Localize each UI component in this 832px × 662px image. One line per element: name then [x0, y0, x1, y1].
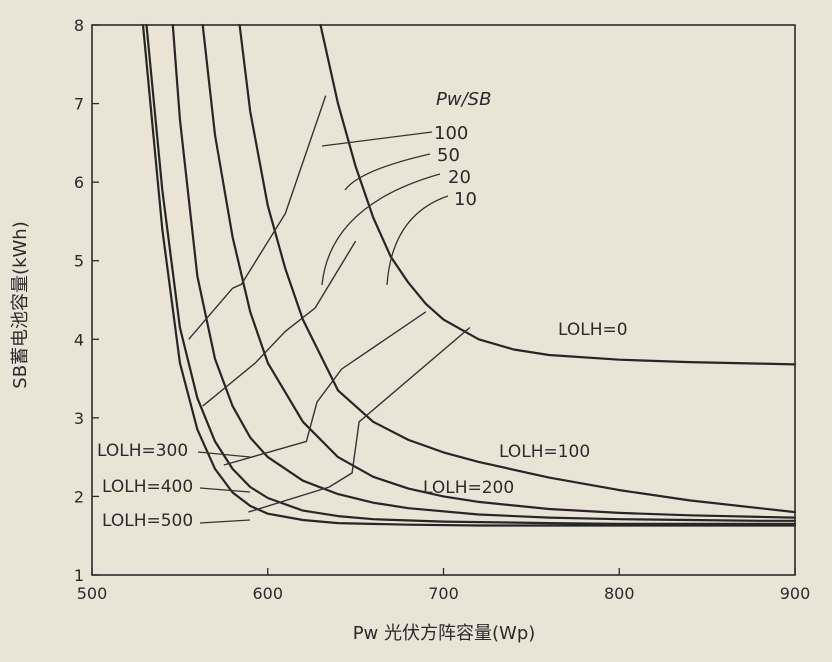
curve-label-lolh-200: LOLH=200 [423, 478, 514, 498]
x-tick-label: 500 [77, 584, 108, 603]
curve-label-lolh-0: LOLH=0 [558, 320, 628, 340]
leader-line [321, 173, 441, 286]
ratio-label-20: 20 [448, 167, 471, 188]
ratio-line-50 [202, 240, 357, 407]
x-tick-label: 800 [604, 584, 635, 603]
ratio-label-10: 10 [454, 189, 477, 210]
series-line-lolh-400 [145, 23, 797, 526]
y-tick-label: 3 [74, 409, 84, 428]
leader-lines [197, 131, 449, 524]
y-tick-label: 6 [74, 173, 84, 192]
y-axis-label: SB蓄电池容量(kWh) [10, 221, 31, 388]
x-tick-label: 600 [252, 584, 283, 603]
y-tick-label: 7 [74, 95, 84, 114]
series-layer [141, 23, 797, 527]
x-axis-label: Pw 光伏方阵容量(Wp) [353, 623, 536, 644]
curve-label-lolh-100: LOLH=100 [499, 442, 590, 462]
y-tick-label: 8 [74, 16, 84, 35]
ratio-label-50: 50 [437, 145, 460, 166]
leader-line [386, 195, 449, 286]
y-tick-label: 1 [74, 566, 84, 585]
y-tick-label: 2 [74, 487, 84, 506]
x-tick-label: 900 [780, 584, 811, 603]
leader-line [199, 519, 251, 524]
curve-label-lolh-300: LOLH=300 [97, 441, 188, 461]
ratio-legend-title: Pw/SB [436, 89, 491, 110]
leader-line [199, 487, 251, 493]
ratio-line-100 [188, 95, 327, 340]
leader-line [344, 153, 431, 191]
curve-label-lolh-400: LOLH=400 [102, 477, 193, 497]
ratio-line-10 [248, 326, 471, 513]
x-tick-label: 700 [428, 584, 459, 603]
plot-frame [91, 24, 796, 576]
y-tick-label: 5 [74, 252, 84, 271]
labels-layer: Pw/SB 100 50 20 10 LOLH=0 LOLH=100 LOLH=… [10, 89, 628, 644]
leader-line [197, 451, 251, 458]
ratio-layer [188, 95, 471, 513]
series-line-lolh-300 [171, 23, 797, 522]
ratio-line-20 [223, 311, 427, 466]
series-line-lolh-200 [201, 23, 797, 519]
series-line-lolh-0 [319, 23, 797, 366]
y-tick-label: 4 [74, 330, 84, 349]
leader-line [321, 131, 433, 147]
curve-label-lolh-500: LOLH=500 [102, 511, 193, 531]
series-line-lolh-500 [141, 23, 797, 527]
series-line-lolh-100 [238, 23, 797, 514]
ratio-label-100: 100 [434, 123, 468, 144]
